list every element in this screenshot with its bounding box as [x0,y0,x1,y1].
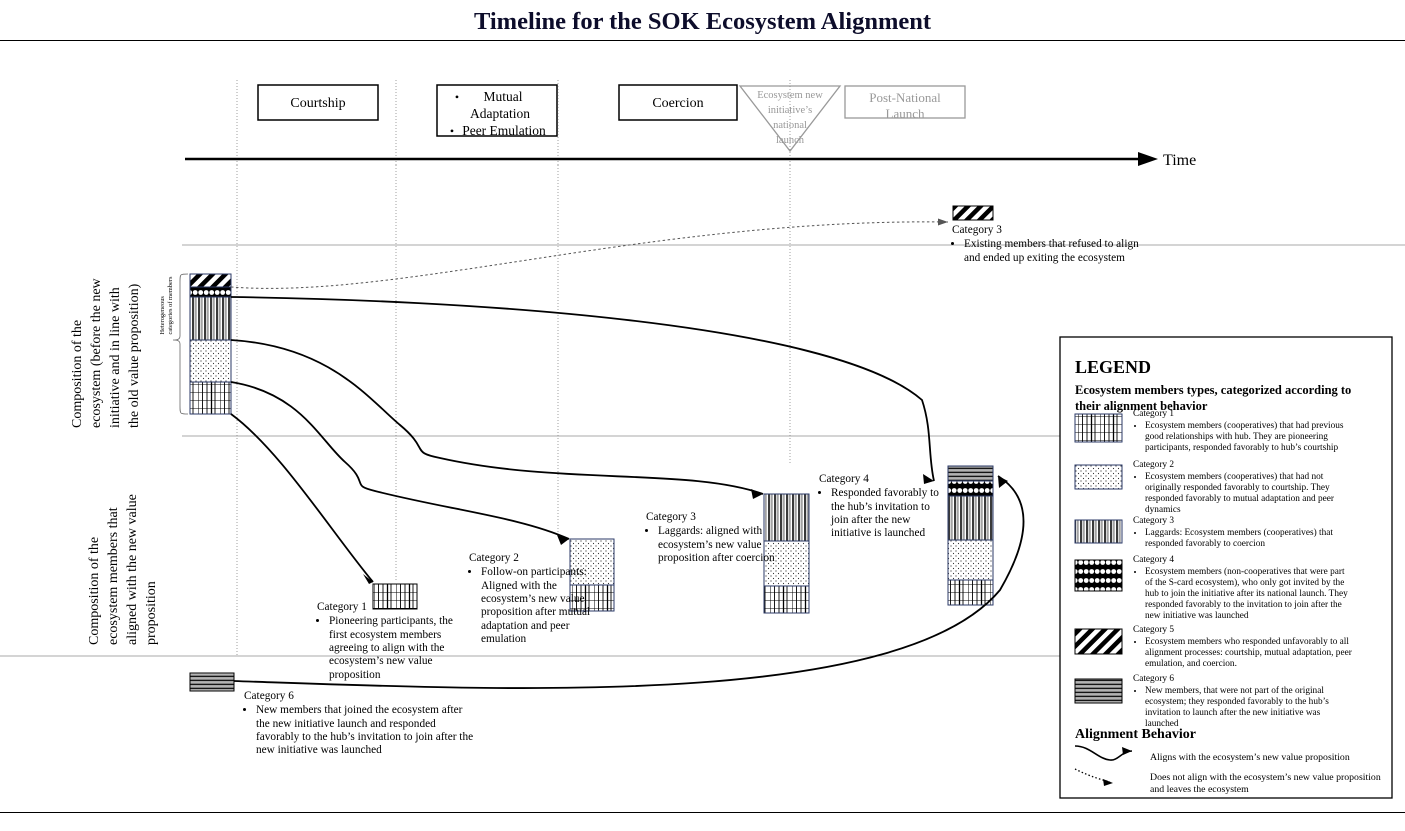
svg-text:Mutual: Mutual [484,89,523,104]
svg-text:•: • [450,124,454,138]
svg-text:Courtship: Courtship [290,96,345,111]
svg-text:•: • [455,90,459,104]
svg-text:Launch: Launch [886,106,925,121]
svg-text:Adaptation: Adaptation [470,106,530,121]
svg-text:Peer Emulation: Peer Emulation [462,123,546,138]
svg-text:Post-National: Post-National [869,90,941,105]
svg-text:Time: Time [1163,152,1196,169]
svg-text:Coercion: Coercion [652,96,703,111]
